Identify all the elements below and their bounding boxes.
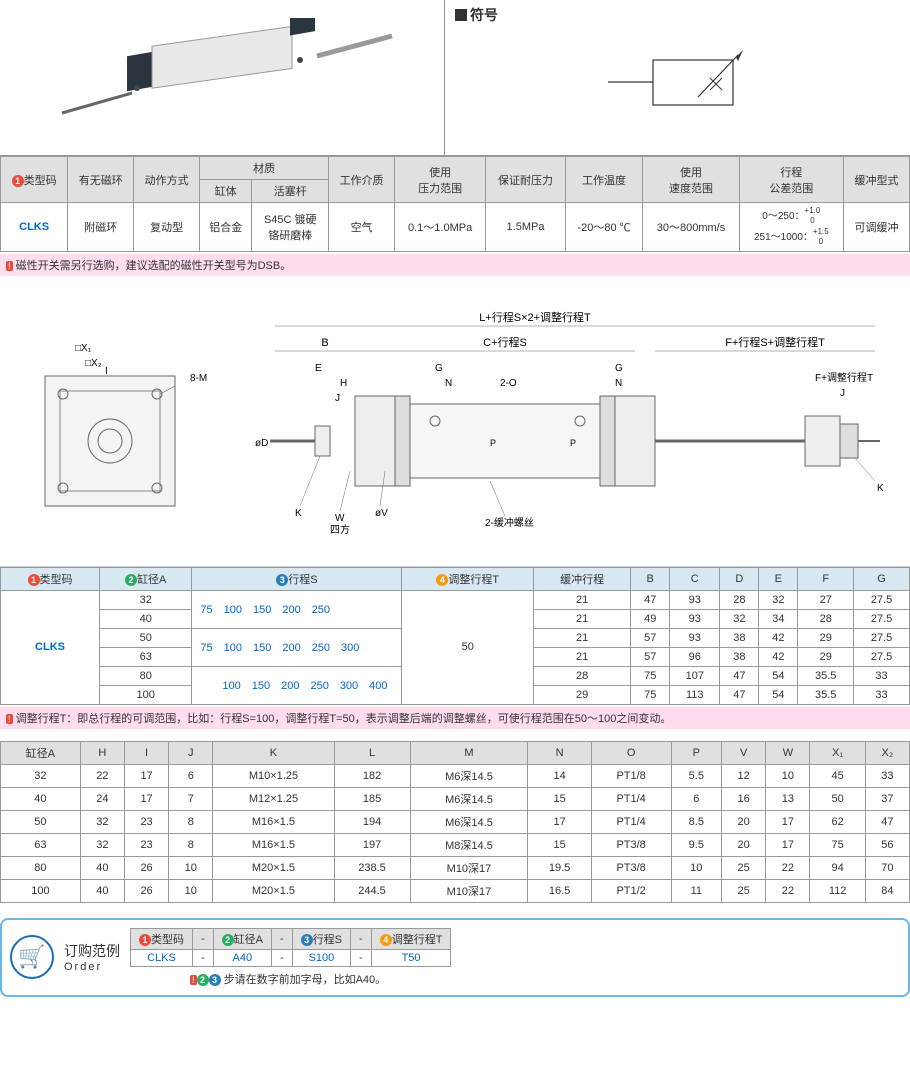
svg-text:2-缓冲螺丝: 2-缓冲螺丝	[485, 516, 534, 529]
note-2: ! 调整行程T：即总行程的可调范围，比如：行程S=100，调整行程T=50，表示…	[0, 707, 910, 729]
svg-text:四方: 四方	[330, 523, 350, 536]
svg-text:□X₂: □X₂	[85, 358, 102, 369]
svg-text:L+行程S×2+调整行程T: L+行程S×2+调整行程T	[479, 310, 591, 324]
order-title-en: Order	[64, 961, 120, 973]
svg-text:I: I	[105, 366, 108, 377]
order-table: 1类型码-2缸径A-3行程S-4调整行程T CLKS-A40-S100-T50	[130, 928, 451, 967]
type-code: CLKS	[1, 203, 68, 252]
svg-text:F+调整行程T: F+调整行程T	[815, 371, 873, 384]
dimension-table-3: 缸径AHIJKLMNOPVWX₁X₂ 3222176M10×1.25182M6深…	[0, 741, 910, 903]
svg-text:øV: øV	[375, 508, 388, 519]
svg-text:E: E	[315, 363, 322, 374]
svg-text:J: J	[335, 393, 340, 404]
svg-text:P: P	[490, 438, 496, 448]
svg-text:K: K	[877, 483, 884, 494]
svg-text:B: B	[321, 337, 328, 349]
order-note: !23 步请在数字前加字母，比如A40。	[190, 971, 451, 987]
order-title: 订购范例	[64, 941, 120, 961]
symbol-heading: 符号	[455, 5, 900, 25]
svg-text:N: N	[615, 378, 622, 389]
dimension-table-2: 1类型码 2缸径A 3行程S 4调整行程T 缓冲行程 B C D E F G C…	[0, 567, 910, 705]
order-example: 🛒 订购范例 Order 1类型码-2缸径A-3行程S-4调整行程T CLKS-…	[0, 918, 910, 997]
svg-text:2-O: 2-O	[500, 378, 517, 389]
svg-text:8-M: 8-M	[190, 373, 207, 384]
svg-text:J: J	[840, 388, 845, 399]
dimension-diagram: □X₁ □X₂ I 8-M L+行程S×2+调整行程T B C+行程S F+行程…	[0, 276, 910, 567]
spec-table-1: 1类型码 有无磁环 动作方式 材质 工作介质 使用 压力范围 保证耐压力 工作温…	[0, 156, 910, 252]
svg-text:C+行程S: C+行程S	[483, 336, 527, 349]
product-photo	[0, 0, 445, 155]
svg-text:K: K	[295, 508, 302, 519]
svg-text:W: W	[335, 513, 345, 524]
symbol-label: 符号	[470, 5, 498, 25]
svg-text:□X₁: □X₁	[75, 343, 92, 354]
svg-text:øD: øD	[255, 438, 268, 449]
svg-text:H: H	[340, 378, 347, 389]
svg-text:G: G	[615, 363, 623, 374]
svg-text:P: P	[570, 438, 576, 448]
square-icon	[455, 9, 467, 21]
svg-text:G: G	[435, 363, 443, 374]
cart-icon: 🛒	[10, 935, 54, 979]
symbol-diagram	[455, 35, 900, 128]
svg-text:F+行程S+调整行程T: F+行程S+调整行程T	[725, 335, 825, 349]
note-1: ! 磁性开关需另行选购，建议选配的磁性开关型号为DSB。	[0, 254, 910, 276]
svg-text:N: N	[445, 378, 452, 389]
